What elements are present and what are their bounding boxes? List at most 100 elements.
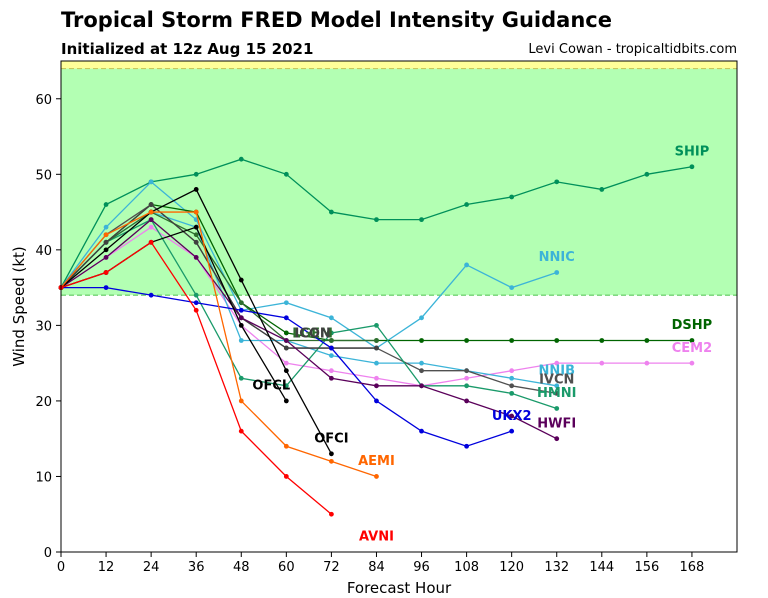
series-point-hmni (464, 383, 469, 389)
series-point-hwfi (283, 338, 289, 343)
series-point-cem2 (554, 360, 560, 366)
series-point-avni (103, 270, 109, 275)
band-0 (61, 68, 737, 296)
series-line-icon (60, 203, 377, 349)
series-point-ship (283, 171, 289, 177)
series-label-nnib: NNIB (538, 363, 575, 378)
series-point-ship (419, 217, 424, 223)
series-point-nnic (103, 224, 109, 230)
series-line-lgem (60, 211, 377, 342)
series-point-ofci (193, 187, 199, 192)
series-point-icon (283, 345, 289, 351)
series-point-dshp (283, 330, 289, 336)
series-point-aemi (329, 458, 334, 464)
series-label-icon: ICON (294, 326, 330, 341)
x-tick-label: 144 (589, 560, 614, 575)
series-point-nnic (509, 285, 515, 291)
series-label-ship: SHIP (675, 144, 710, 159)
series-label-lgem: LGEM (292, 326, 333, 341)
y-axis-label: Wind Speed (kt) (10, 246, 28, 367)
series-point-aemi (103, 232, 109, 238)
series-point-ship (554, 179, 560, 185)
x-tick-label: 72 (323, 560, 340, 575)
series-point-dshp (509, 338, 515, 343)
series-point-ship (193, 171, 199, 177)
series-point-ukx2 (374, 398, 379, 404)
series-point-nnib (509, 375, 515, 381)
series-line-aemi (60, 211, 377, 478)
chart-subtitle: Initialized at 12z Aug 15 2021 (61, 40, 314, 58)
series-point-nnic (283, 300, 289, 306)
series-point-dshp (464, 338, 469, 343)
series-point-lgem (193, 232, 199, 238)
series-point-ukx2 (148, 292, 154, 298)
series-point-icon (374, 345, 379, 351)
series-point-nnib (238, 338, 244, 343)
y-tick-label: 60 (35, 93, 52, 108)
band-1 (61, 61, 737, 69)
series-point-icon (103, 239, 109, 245)
series-point-avni (148, 239, 154, 245)
x-tick-label: 24 (143, 560, 160, 575)
x-tick-label: 12 (98, 560, 115, 575)
series-point-hwfi (238, 315, 244, 321)
x-tick-label: 120 (499, 560, 524, 575)
x-tick-label: 60 (278, 560, 295, 575)
chart-credit: Levi Cowan - tropicaltidbits.com (528, 42, 737, 57)
series-point-aemi (283, 443, 289, 449)
series-point-hwfi (509, 413, 515, 419)
series-point-nnib (374, 360, 379, 366)
series-label-ukx2: UKX2 (492, 409, 532, 424)
series-point-ofcl (238, 322, 244, 328)
series-point-dshp (419, 338, 424, 343)
series-point-ship (103, 202, 109, 207)
series-label-aemi: AEMI (358, 454, 395, 469)
series-point-cem2 (689, 360, 695, 366)
series-point-aemi (238, 398, 244, 404)
series-point-ukx2 (509, 428, 515, 434)
series-point-ivcn (554, 390, 560, 396)
series-point-nnic (419, 315, 424, 321)
series-label-dshp: DSHP (672, 318, 713, 333)
series-point-avni (329, 511, 334, 517)
series-point-cem2 (644, 360, 650, 366)
y-tick-label: 50 (35, 168, 52, 183)
series-point-cem2 (329, 368, 334, 374)
series-point-hwfi (554, 436, 560, 442)
series-point-hwfi (329, 375, 334, 381)
series-point-nnib (419, 360, 424, 366)
x-tick-label: 108 (454, 560, 479, 575)
series-point-hwfi (374, 383, 379, 389)
series-line-nnic (60, 180, 557, 349)
series-point-ukx2 (283, 315, 289, 321)
series-point-hwfi (103, 255, 109, 260)
series-point-hmni (374, 322, 379, 328)
series-point-ivcn (419, 368, 424, 374)
plot-frame (60, 60, 738, 553)
series-label-ivcn: IVCN (539, 373, 574, 388)
series-point-ukx2 (464, 443, 469, 449)
series-point-cem2 (148, 224, 154, 230)
series-point-hmni (193, 292, 199, 298)
series-point-ship (329, 209, 334, 215)
x-tick-label: 132 (544, 560, 569, 575)
series-label-hmni: HMNI (537, 386, 577, 401)
series-point-dshp (554, 338, 560, 343)
y-tick-label: 40 (35, 244, 52, 259)
series-point-ofci (283, 368, 289, 374)
series-point-avni (238, 428, 244, 434)
series-point-nnic (329, 315, 334, 321)
series-point-ship (689, 164, 695, 170)
series-point-ukx2 (238, 307, 244, 313)
series-point-lgem (374, 338, 379, 343)
series-label-ofcl: OFCL (252, 379, 290, 394)
x-tick-label: 84 (368, 560, 385, 575)
series-point-nnic (554, 270, 560, 275)
series-point-ofci (238, 277, 244, 283)
series-point-ofci (329, 451, 334, 457)
series-point-cem2 (599, 360, 605, 366)
series-point-ship (374, 217, 379, 223)
series-point-aemi (374, 474, 379, 479)
series-point-dshp (644, 338, 650, 343)
series-point-cem2 (509, 368, 515, 374)
